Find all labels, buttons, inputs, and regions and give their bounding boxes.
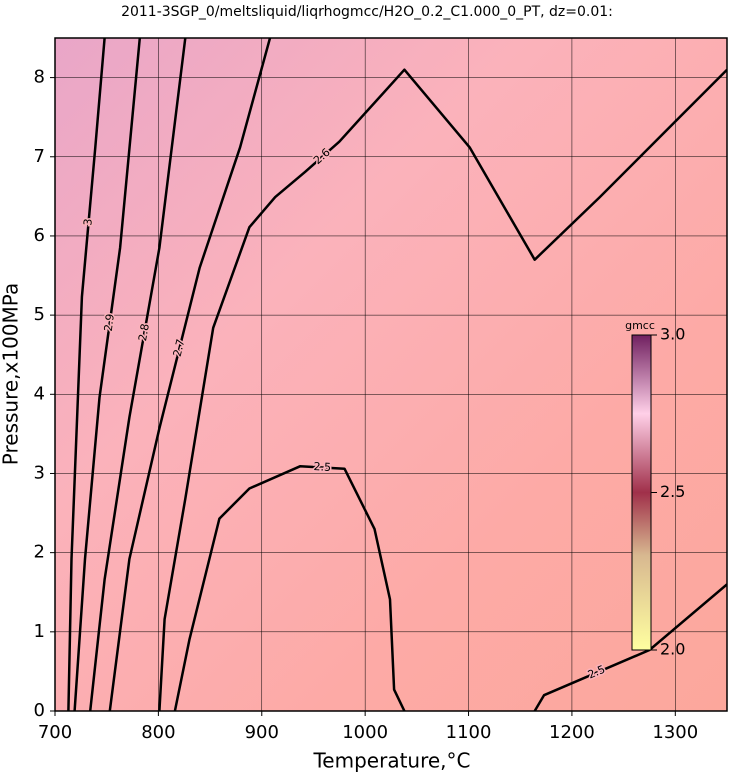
x-tick-label: 1000 bbox=[342, 722, 388, 743]
y-axis-label: Pressure,x100MPa bbox=[0, 283, 23, 465]
contour-line bbox=[533, 583, 727, 711]
y-tick-label: 1 bbox=[34, 621, 45, 642]
contour-line bbox=[67, 38, 106, 711]
y-tick-label: 8 bbox=[34, 67, 45, 88]
y-tick-label: 4 bbox=[34, 383, 45, 404]
x-tick-label: 1300 bbox=[652, 722, 698, 743]
contour-line bbox=[158, 68, 727, 711]
y-tick-label: 5 bbox=[34, 304, 45, 325]
colorbar-label: gmcc bbox=[625, 319, 655, 332]
y-tick-label: 7 bbox=[34, 146, 45, 167]
contour-line bbox=[73, 38, 142, 711]
colorbar-tick-label: 2.0 bbox=[660, 640, 685, 659]
chart-title: 2011-3SGP_0/meltsliquid/liqrhogmcc/H2O_0… bbox=[121, 4, 613, 20]
contour-label: 3 bbox=[81, 218, 95, 226]
y-tick-label: 2 bbox=[34, 542, 45, 563]
x-axis-label: Temperature,°C bbox=[312, 749, 470, 773]
x-tick-label: 1200 bbox=[549, 722, 595, 743]
x-tick-label: 900 bbox=[245, 722, 279, 743]
y-tick-label: 0 bbox=[34, 700, 45, 721]
contours: 2.52.52.62.72.82.93 bbox=[67, 38, 727, 711]
x-tick-label: 700 bbox=[38, 722, 72, 743]
y-tick-label: 6 bbox=[34, 225, 45, 246]
colorbar-tick-label: 2.5 bbox=[660, 482, 685, 501]
colorbar-tick-label: 3.0 bbox=[660, 325, 685, 344]
x-tick-label: 800 bbox=[141, 722, 175, 743]
y-tick-label: 3 bbox=[34, 462, 45, 483]
contour-label: 2.5 bbox=[313, 460, 331, 474]
contour-label: 2.7 bbox=[171, 338, 188, 358]
colorbar bbox=[631, 334, 652, 651]
contour-line bbox=[88, 38, 187, 711]
contour-label: 2.8 bbox=[136, 323, 152, 342]
x-tick-label: 1100 bbox=[446, 722, 492, 743]
contour-label: 2.9 bbox=[102, 313, 117, 332]
contour-line bbox=[108, 38, 272, 711]
plot-frame bbox=[54, 37, 728, 712]
contour-line bbox=[173, 465, 406, 711]
